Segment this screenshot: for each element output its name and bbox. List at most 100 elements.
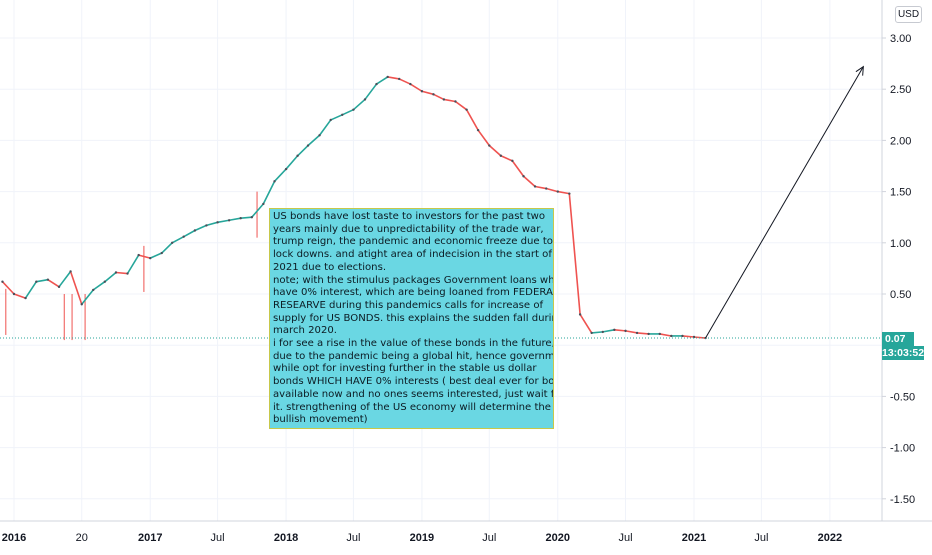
price-point bbox=[454, 100, 457, 103]
y-tick-label: 1.50 bbox=[890, 187, 911, 199]
price-point bbox=[465, 108, 468, 111]
x-tick-label: Jul bbox=[211, 532, 225, 544]
price-segment bbox=[534, 185, 548, 190]
price-segment bbox=[443, 98, 457, 103]
price-segment bbox=[251, 203, 265, 218]
price-point bbox=[386, 75, 389, 79]
price-point bbox=[92, 288, 95, 292]
price-point bbox=[262, 202, 265, 206]
price-axis-panel[interactable] bbox=[882, 0, 932, 550]
x-tick-label: 20 bbox=[76, 532, 88, 544]
price-segment bbox=[693, 336, 707, 339]
price-segment bbox=[239, 216, 253, 220]
price-point bbox=[227, 219, 231, 222]
price-segment bbox=[590, 331, 604, 334]
price-segment bbox=[409, 83, 423, 93]
price-point bbox=[329, 118, 332, 122]
price-segment bbox=[454, 100, 468, 111]
note-line: have 0% interest, which are being loaned… bbox=[273, 287, 554, 299]
price-segment bbox=[352, 98, 366, 111]
price-segment bbox=[262, 180, 276, 205]
price-point bbox=[601, 330, 605, 334]
price-point bbox=[160, 251, 163, 255]
price-point bbox=[170, 241, 174, 244]
x-tick-label: 2021 bbox=[682, 532, 706, 544]
price-segment bbox=[115, 271, 129, 275]
annotation-note[interactable]: US bonds have lost taste to investors fo… bbox=[269, 208, 554, 429]
price-segment bbox=[341, 108, 355, 116]
price-point bbox=[476, 128, 480, 132]
price-segment bbox=[160, 242, 173, 254]
note-line: 2021 due to elections. bbox=[273, 261, 387, 273]
price-point bbox=[545, 187, 548, 190]
price-point bbox=[409, 82, 412, 86]
price-segment bbox=[24, 280, 38, 299]
price-point bbox=[114, 271, 118, 274]
x-tick-label: 2017 bbox=[138, 532, 162, 544]
price-point bbox=[352, 108, 355, 111]
price-point bbox=[182, 235, 185, 238]
price-segment bbox=[194, 224, 208, 232]
price-point bbox=[35, 280, 38, 283]
annotation-arrow[interactable] bbox=[705, 65, 864, 339]
price-segment bbox=[465, 108, 479, 131]
y-tick-label: -0.50 bbox=[890, 391, 915, 403]
price-series bbox=[0, 75, 882, 340]
price-point bbox=[613, 328, 616, 332]
price-point bbox=[398, 77, 401, 81]
currency-button[interactable]: USD bbox=[895, 6, 922, 23]
price-point bbox=[193, 229, 197, 232]
price-point bbox=[499, 154, 503, 157]
time-axis[interactable]: 2016 20 2017 Jul 2018 Jul 2019 Jul 2020 Jul 2021 Ju… bbox=[0, 520, 932, 544]
price-segment bbox=[137, 254, 152, 259]
y-tick-label: 0.50 bbox=[890, 289, 911, 301]
price-segment bbox=[636, 332, 650, 335]
price-point bbox=[126, 272, 129, 275]
note-line: RESEARVE during this pandemics calls for… bbox=[273, 299, 544, 311]
y-tick-label: 3.00 bbox=[890, 33, 911, 45]
note-line: years mainly due to unpredictability of … bbox=[273, 223, 544, 235]
price-segment bbox=[624, 330, 638, 334]
current-price-label: 0.07 bbox=[882, 332, 914, 346]
price-point bbox=[578, 313, 582, 316]
y-tick-label: 2.50 bbox=[890, 84, 911, 96]
arrow-line[interactable] bbox=[705, 66, 864, 339]
price-point bbox=[568, 192, 571, 195]
price-point bbox=[624, 329, 627, 333]
price-point bbox=[306, 144, 310, 147]
price-segment bbox=[477, 129, 491, 147]
price-point bbox=[216, 221, 219, 224]
price-segment bbox=[216, 219, 230, 224]
price-point bbox=[681, 334, 684, 338]
price-segment bbox=[488, 144, 502, 157]
price-segment bbox=[568, 192, 581, 316]
price-segment bbox=[228, 217, 242, 222]
price-segment bbox=[285, 154, 299, 170]
price-point bbox=[363, 98, 367, 101]
price-point bbox=[46, 278, 50, 281]
price-point bbox=[432, 93, 435, 96]
x-tick-label: Jul bbox=[346, 532, 360, 544]
price-point bbox=[533, 185, 537, 188]
x-tick-label: Jul bbox=[754, 532, 768, 544]
price-point bbox=[635, 331, 639, 335]
note-line: lock downs. and atight area of indecisio… bbox=[273, 249, 552, 261]
price-point bbox=[137, 253, 140, 257]
price-point bbox=[57, 285, 61, 289]
price-point bbox=[318, 134, 321, 137]
price-point bbox=[647, 332, 650, 336]
note-line: due to the pandemic being a global hit, … bbox=[273, 350, 554, 362]
price-segment bbox=[307, 134, 321, 147]
price-point bbox=[205, 224, 208, 227]
price-segment bbox=[658, 333, 673, 337]
y-tick-label: 1.00 bbox=[890, 238, 911, 250]
price-segment bbox=[69, 270, 83, 306]
price-segment bbox=[58, 270, 72, 288]
wick-spikes bbox=[5, 191, 258, 341]
price-axis[interactable]: 3.00 2.50 2.00 1.50 1.00 0.50 -0.50 -1.00 -1.50 bbox=[881, 0, 932, 550]
price-segment bbox=[13, 293, 27, 299]
price-segment bbox=[421, 90, 435, 96]
price-point bbox=[556, 190, 559, 193]
